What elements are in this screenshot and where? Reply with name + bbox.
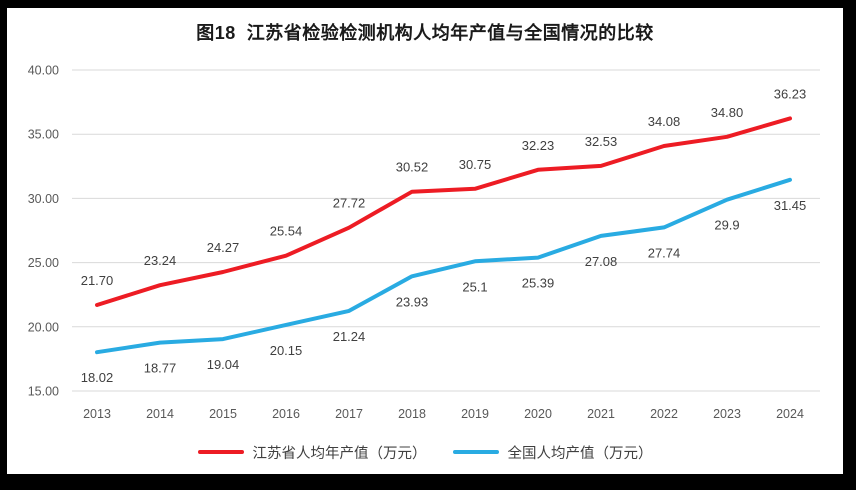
data-label-series-0: 32.23 [522,138,555,153]
legend-line-swatch-red [197,449,244,455]
data-label-series-1: 20.15 [270,343,303,358]
x-axis-tick-label: 2016 [272,407,300,421]
data-label-series-1: 19.04 [207,357,240,372]
y-axis-tick-label: 30.00 [28,192,59,206]
data-label-series-1: 25.1 [462,279,487,294]
data-label-series-0: 24.27 [207,240,240,255]
data-label-series-1: 21.24 [333,329,366,344]
data-label-series-1: 27.74 [648,245,681,260]
y-axis-tick-label: 40.00 [28,64,59,78]
data-label-series-0: 23.24 [144,253,177,268]
x-axis-tick-label: 2020 [524,407,552,421]
y-axis-tick-label: 20.00 [28,320,59,334]
chart-title: 图18 江苏省检验检测机构人均年产值与全国情况的比较 [196,23,654,43]
y-axis-tick-label: 15.00 [28,385,59,399]
y-axis-tick-label: 35.00 [28,128,59,142]
legend-item-national: 全国人均产值（万元） [452,442,653,463]
data-label-series-1: 31.45 [774,198,807,213]
legend-line-swatch-blue [452,449,499,455]
x-axis-tick-label: 2023 [713,407,741,421]
data-label-series-0: 36.23 [774,86,807,101]
data-label-series-0: 27.72 [333,196,366,211]
chart-legend: 江苏省人均年产值（万元） 全国人均产值（万元） [7,440,843,464]
legend-label-jiangsu: 江苏省人均年产值（万元） [252,445,427,462]
x-axis-tick-label: 2013 [83,407,111,421]
x-axis-tick-label: 2019 [461,407,489,421]
line-chart-plot: 40.00 35.00 30.00 25.00 20.00 15.00 2013 2014 20… [28,64,820,421]
data-label-series-0: 32.53 [585,134,618,149]
data-label-series-1: 29.9 [714,218,739,233]
x-axis-tick-label: 2024 [776,407,804,421]
x-axis-tick-label: 2015 [209,407,237,421]
data-label-series-0: 21.70 [81,273,114,288]
data-label-series-0: 30.75 [459,157,492,172]
x-axis-tick-label: 2021 [587,407,615,421]
data-label-series-0: 25.54 [270,224,303,239]
series-line-1 [95,177,792,355]
x-axis-tick-label: 2017 [335,407,363,421]
legend-label-national: 全国人均产值（万元） [507,445,653,462]
data-label-series-1: 25.39 [522,276,555,291]
y-axis-tick-label: 25.00 [28,256,59,270]
chart-frame: 图18 江苏省检验检测机构人均年产值与全国情况的比较 40.00 35.00 30.… [7,8,843,474]
data-label-series-1: 27.08 [585,254,618,269]
data-label-series-0: 34.08 [648,114,681,129]
x-axis-tick-label: 2022 [650,407,678,421]
data-label-series-1: 23.93 [396,294,429,309]
data-label-series-0: 34.80 [711,105,744,120]
series-line-0 [95,116,792,307]
data-label-series-1: 18.77 [144,361,177,376]
data-label-series-0: 30.52 [396,160,429,175]
data-label-series-1: 18.02 [81,370,114,385]
x-axis-tick-label: 2018 [398,407,426,421]
legend-item-jiangsu: 江苏省人均年产值（万元） [197,442,427,463]
x-axis-tick-label: 2014 [146,407,174,421]
